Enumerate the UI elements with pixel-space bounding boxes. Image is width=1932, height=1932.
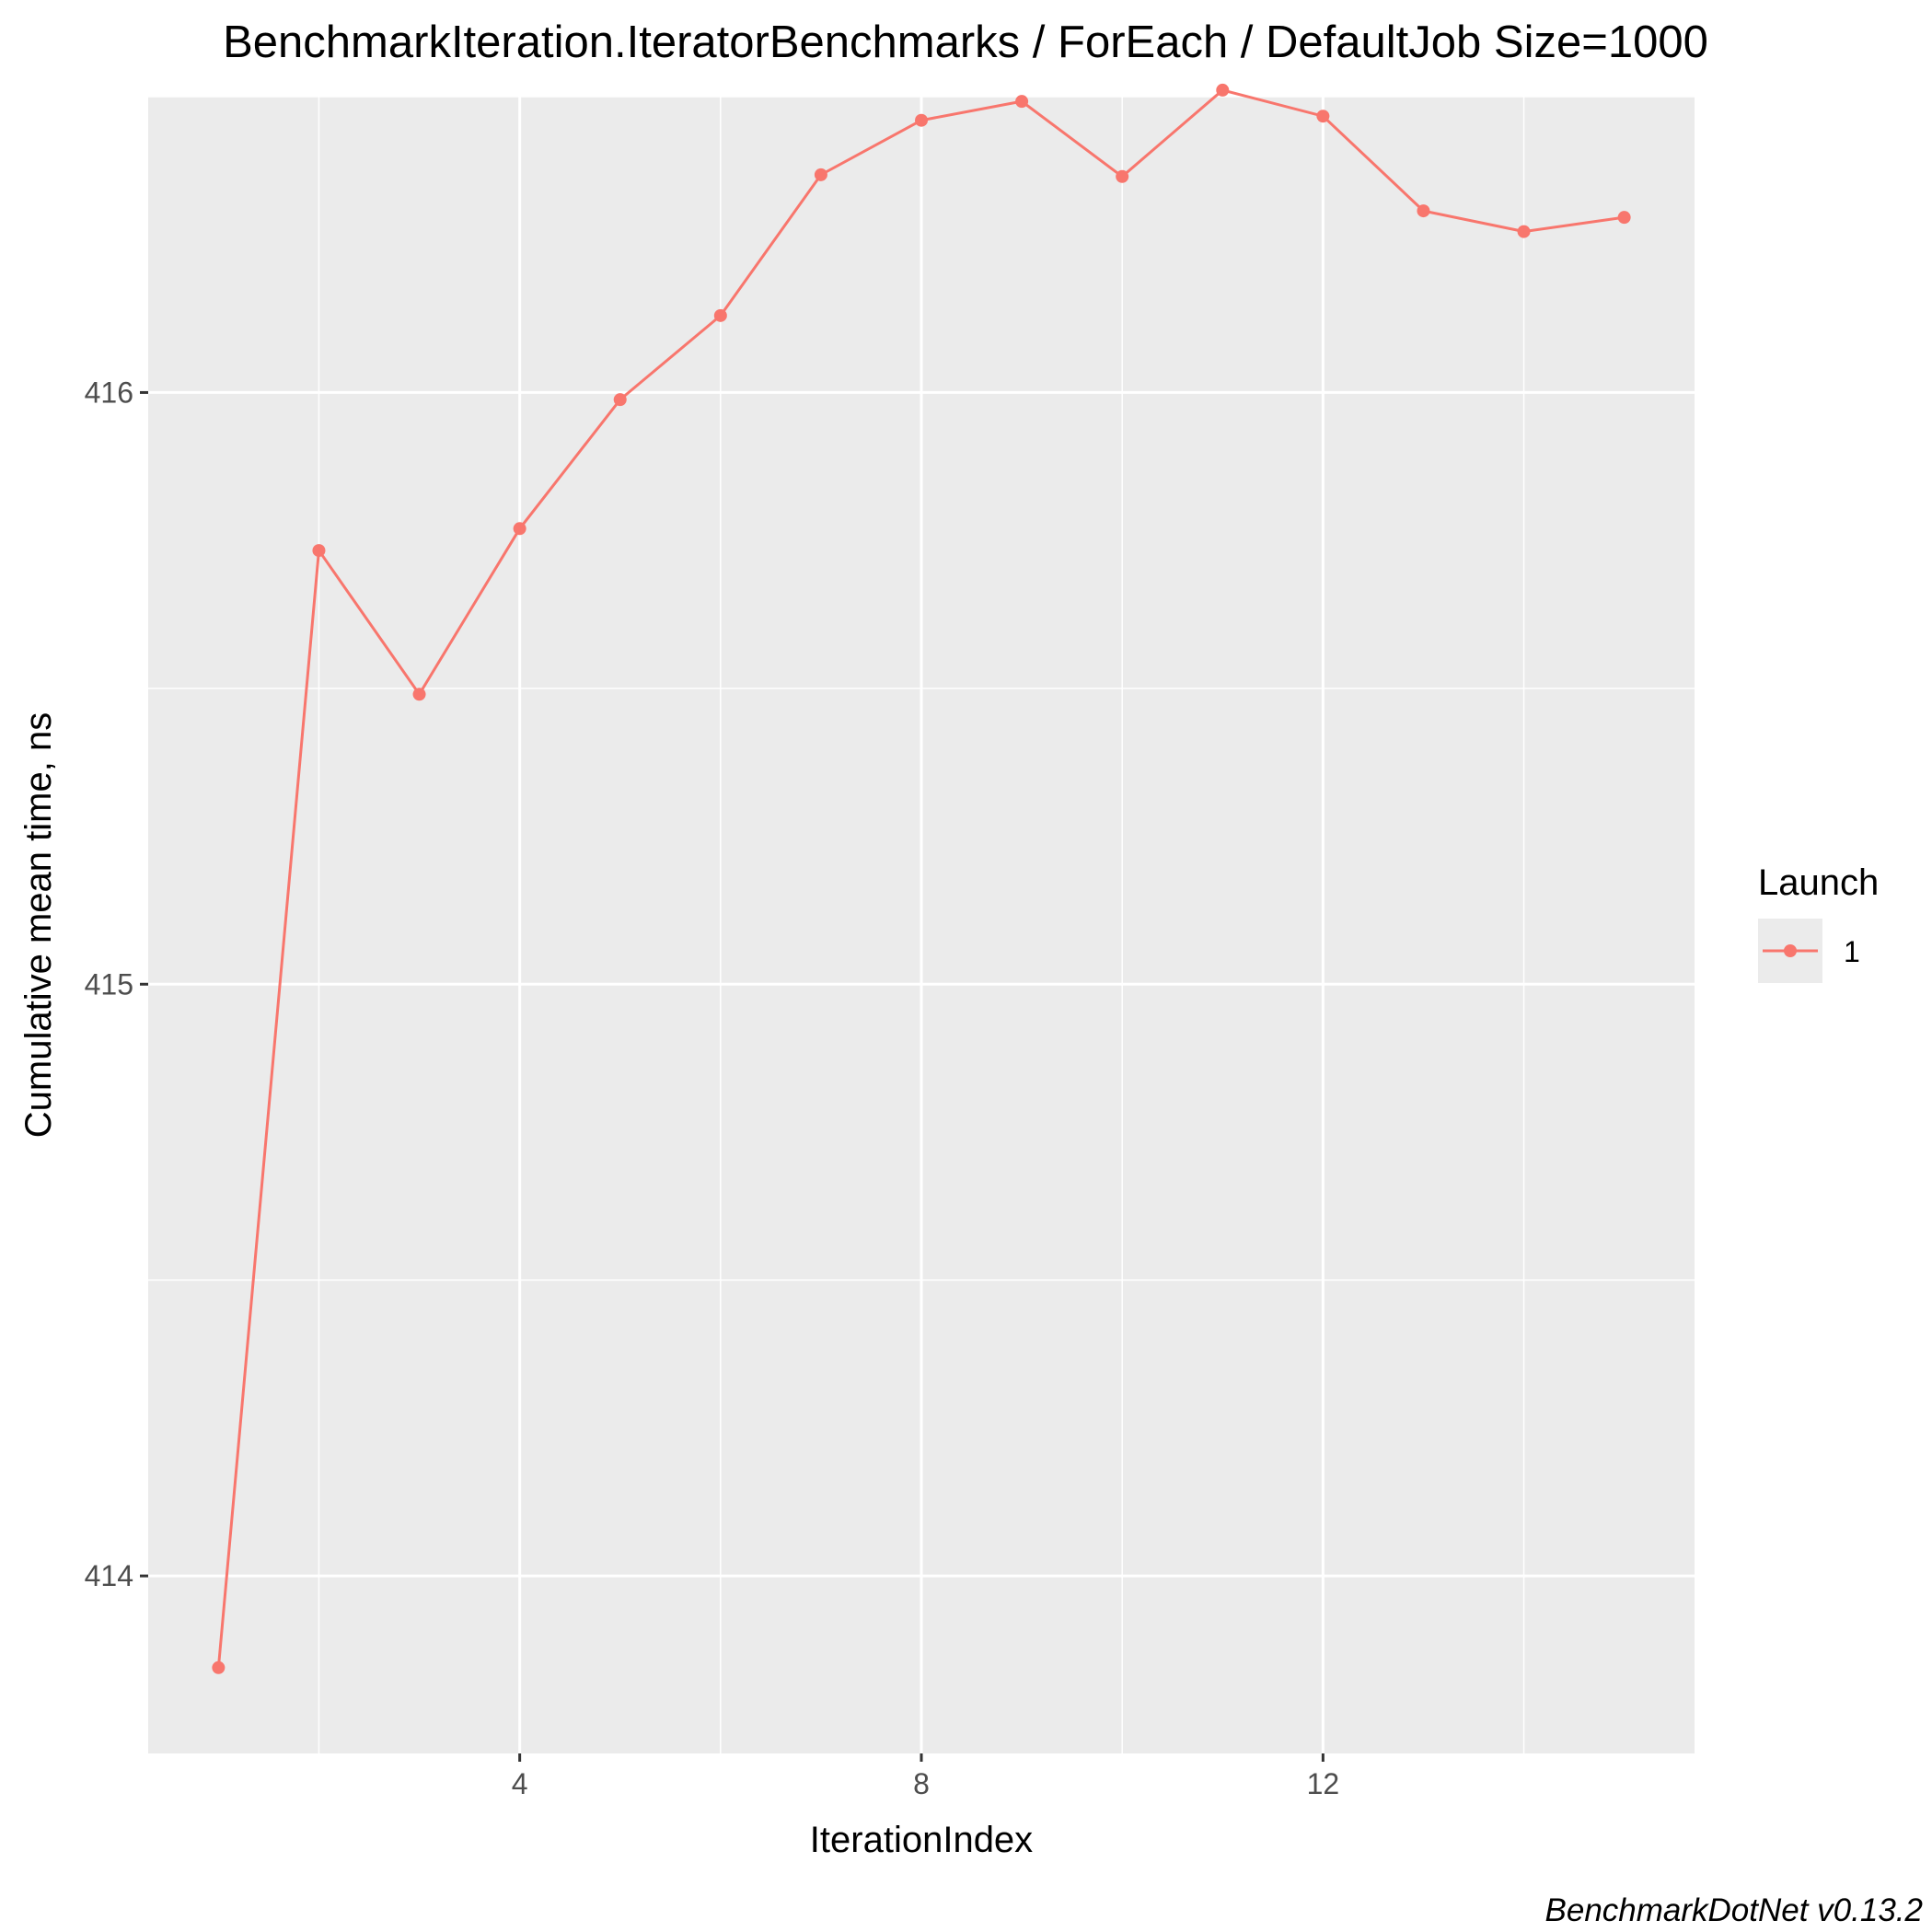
data-point: [915, 113, 928, 127]
x-axis: 4 8 12: [512, 1753, 1339, 1800]
data-point: [1417, 204, 1430, 218]
data-point: [412, 688, 426, 701]
legend-key-point: [1784, 944, 1797, 957]
data-point: [1517, 225, 1531, 238]
chart-title: BenchmarkIteration.IteratorBenchmarks / …: [223, 17, 1708, 67]
y-tick-label: 416: [85, 376, 133, 409]
data-point: [212, 1660, 226, 1674]
x-axis-title: IterationIndex: [810, 1820, 1033, 1860]
data-point: [1316, 110, 1330, 123]
series-layer: [212, 83, 1631, 1674]
legend-label-1: 1: [1844, 935, 1860, 968]
x-tick-label: 12: [1307, 1767, 1340, 1800]
data-point: [1216, 83, 1230, 97]
data-point: [814, 168, 827, 181]
legend: Launch 1: [1758, 862, 1879, 983]
x-tick-label: 8: [913, 1767, 930, 1800]
data-point: [613, 393, 627, 407]
data-point: [513, 522, 526, 536]
data-point: [1015, 95, 1029, 109]
y-axis: 414 415 416: [85, 376, 148, 1592]
y-tick-label: 415: [85, 967, 133, 1001]
y-axis-title: Cumulative mean time, ns: [18, 712, 59, 1138]
data-point: [1617, 211, 1631, 225]
data-point: [1116, 169, 1129, 183]
y-tick-label: 414: [85, 1559, 133, 1592]
data-point: [312, 544, 326, 558]
major-gridlines: [148, 97, 1695, 1753]
x-tick-label: 4: [512, 1767, 528, 1800]
data-point: [713, 308, 727, 322]
caption: BenchmarkDotNet v0.13.2: [1545, 1892, 1923, 1928]
legend-title: Launch: [1758, 862, 1879, 903]
